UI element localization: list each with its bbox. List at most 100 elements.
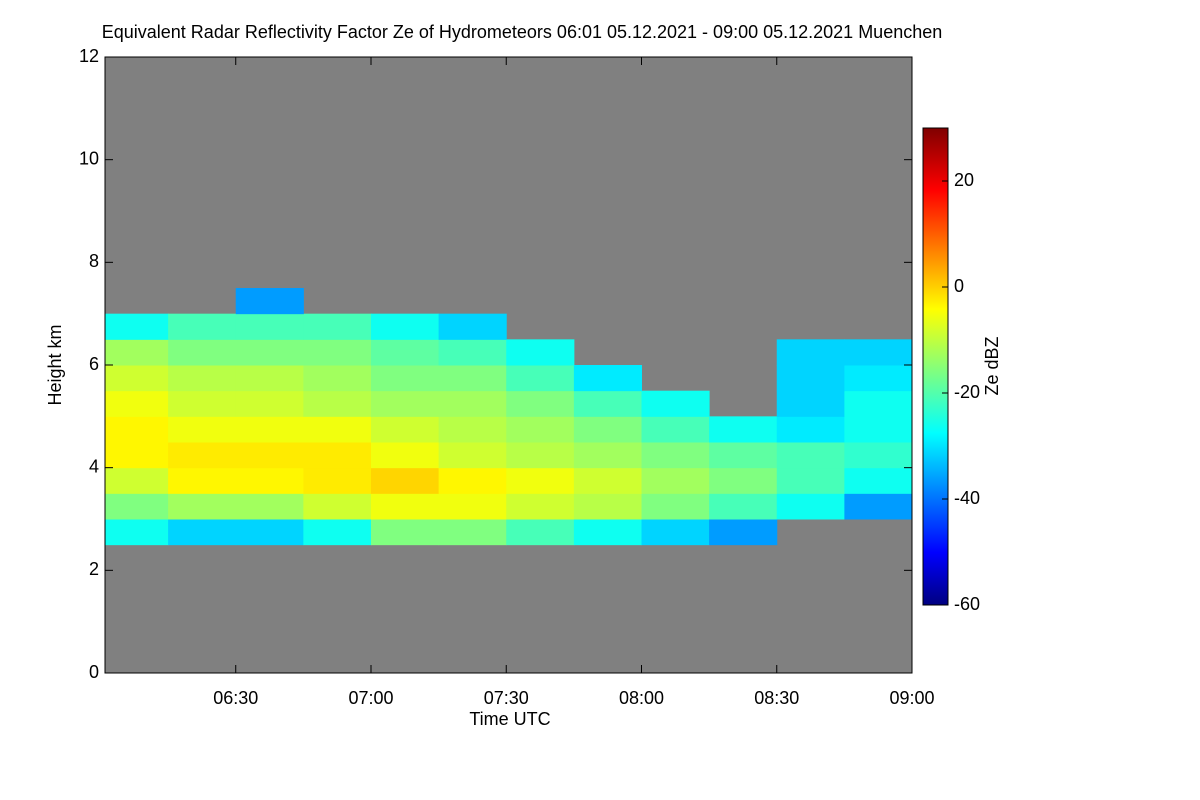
heatmap-cell	[506, 390, 575, 417]
heatmap-cell	[438, 365, 507, 392]
heatmap-cell	[776, 493, 845, 520]
heatmap-cell	[641, 390, 710, 417]
y-tick-label: 2	[89, 559, 99, 579]
heatmap-cell	[709, 493, 778, 520]
heatmap-cell	[303, 390, 372, 417]
x-tick-label: 08:30	[754, 688, 799, 708]
heatmap-cell	[168, 416, 237, 443]
heatmap-cell	[573, 519, 642, 546]
heatmap-cell	[303, 467, 372, 494]
heatmap-cell	[573, 365, 642, 392]
x-tick-label: 07:00	[348, 688, 393, 708]
y-tick-label: 4	[89, 456, 99, 476]
heatmap-cell	[105, 339, 169, 366]
y-tick-label: 8	[89, 251, 99, 271]
y-tick-label: 6	[89, 354, 99, 374]
heatmap-cell	[438, 519, 507, 546]
heatmap-cell	[303, 519, 372, 546]
x-tick-label: 08:00	[619, 688, 664, 708]
heatmap-cell	[776, 390, 845, 417]
heatmap-cell	[370, 365, 440, 392]
heatmap-cell	[105, 390, 169, 417]
heatmap-cell	[303, 493, 372, 520]
heatmap-cell	[303, 313, 372, 340]
heatmap-cell	[506, 519, 575, 546]
heatmap-cell	[438, 493, 507, 520]
heatmap-cell	[168, 313, 237, 340]
heatmap-cell	[844, 365, 912, 392]
colorbar-tick-label: -60	[954, 594, 980, 614]
heatmap-cell	[438, 416, 507, 443]
heatmap-cell	[844, 467, 912, 494]
heatmap-cell	[105, 519, 169, 546]
heatmap-cell	[506, 493, 575, 520]
heatmap-cell	[506, 416, 575, 443]
heatmap-cell	[438, 313, 507, 340]
heatmap-cell	[370, 313, 440, 340]
heatmap-cell	[641, 493, 710, 520]
heatmap-cell	[370, 467, 440, 494]
heatmap-cell	[844, 416, 912, 443]
heatmap-cell	[776, 339, 845, 366]
heatmap-cell	[641, 416, 710, 443]
heatmap-cell	[776, 416, 845, 443]
heatmap-cell	[844, 390, 912, 417]
heatmap-cell	[105, 467, 169, 494]
heatmap-cell	[506, 467, 575, 494]
colorbar-label: Ze dBZ	[982, 336, 1002, 395]
heatmap-cell	[776, 365, 845, 392]
heatmap-cell	[370, 442, 440, 469]
heatmap-cell	[573, 390, 642, 417]
heatmap-cell	[573, 467, 642, 494]
heatmap-cell	[235, 313, 304, 340]
heatmap-cell	[105, 416, 169, 443]
heatmap-cell	[641, 519, 710, 546]
heatmap-cell	[235, 442, 304, 469]
heatmap-cell	[235, 467, 304, 494]
y-tick-label: 0	[89, 662, 99, 682]
heatmap-cell	[235, 416, 304, 443]
colorbar-tick-label: -20	[954, 382, 980, 402]
heatmap-cell	[168, 493, 237, 520]
heatmap-cell	[370, 493, 440, 520]
heatmap-cell	[370, 519, 440, 546]
heatmap-cell	[168, 390, 237, 417]
heatmap-cell	[641, 467, 710, 494]
x-tick-label: 07:30	[484, 688, 529, 708]
heatmap-cell	[844, 339, 912, 366]
heatmap-cell	[844, 442, 912, 469]
heatmap-cell	[573, 416, 642, 443]
colorbar-tick-label: 20	[954, 170, 974, 190]
heatmap-cell	[573, 442, 642, 469]
heatmap-cell	[105, 313, 169, 340]
heatmap-cell	[235, 493, 304, 520]
y-tick-label: 10	[79, 148, 99, 168]
heatmap-cell	[235, 390, 304, 417]
heatmap-cell	[370, 390, 440, 417]
heatmap-cell	[844, 493, 912, 520]
heatmap-cell	[235, 519, 304, 546]
heatmap-cell	[438, 442, 507, 469]
heatmap-cell	[235, 288, 304, 315]
heatmap-cell	[573, 493, 642, 520]
heatmap-cell	[709, 467, 778, 494]
heatmap-cell	[709, 442, 778, 469]
heatmap-cell	[168, 365, 237, 392]
heatmap-cell	[168, 442, 237, 469]
chart-title: Equivalent Radar Reflectivity Factor Ze …	[102, 22, 943, 42]
heatmap-cell	[776, 442, 845, 469]
heatmap-cell	[438, 390, 507, 417]
heatmap-cell	[168, 467, 237, 494]
x-tick-label: 09:00	[889, 688, 934, 708]
heatmap-cell	[506, 442, 575, 469]
heatmap-cell	[105, 493, 169, 520]
heatmap-cell	[235, 365, 304, 392]
heatmap-cell	[303, 416, 372, 443]
heatmap-cell	[709, 519, 778, 546]
heatmap-cell	[370, 416, 440, 443]
heatmap-cell	[303, 339, 372, 366]
y-axis-label: Height km	[45, 324, 65, 405]
heatmap-cell	[438, 339, 507, 366]
heatmap-cell	[370, 339, 440, 366]
